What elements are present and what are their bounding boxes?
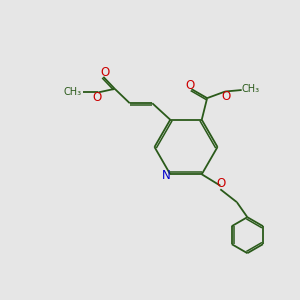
Text: CH₃: CH₃ xyxy=(242,84,260,94)
Text: O: O xyxy=(92,91,102,104)
Text: CH₃: CH₃ xyxy=(64,87,82,98)
Text: O: O xyxy=(216,177,226,190)
Text: N: N xyxy=(162,169,171,182)
Text: O: O xyxy=(100,66,110,79)
Text: O: O xyxy=(222,89,231,103)
Text: O: O xyxy=(185,79,195,92)
